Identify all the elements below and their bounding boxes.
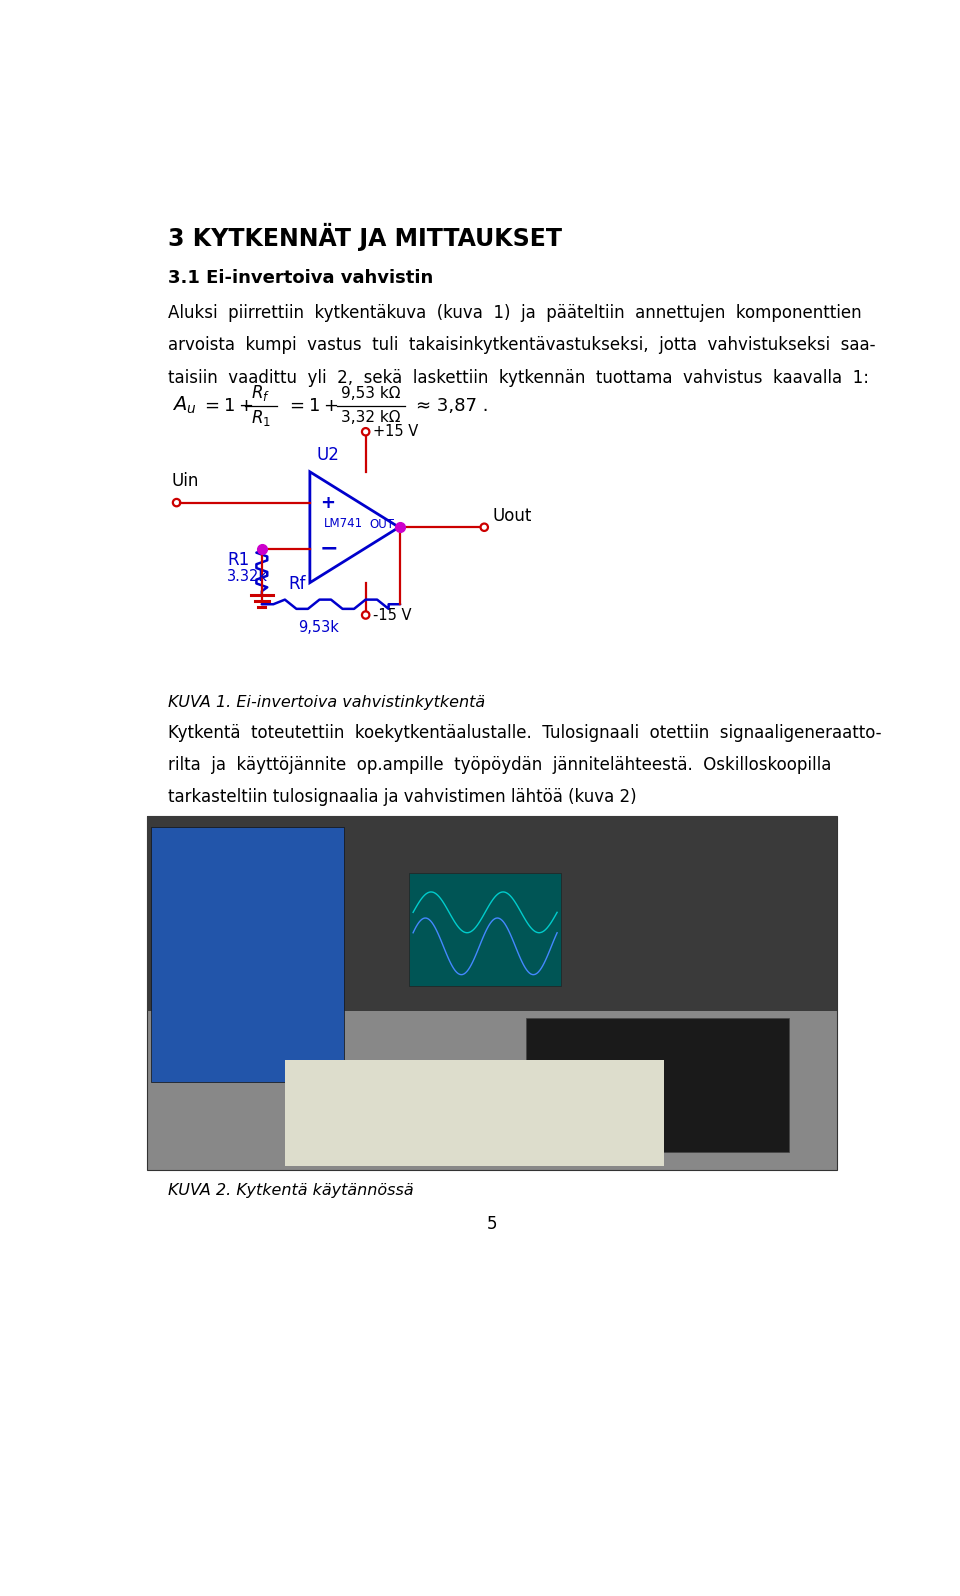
Text: Rf: Rf	[288, 576, 306, 594]
Text: Uin: Uin	[172, 472, 200, 490]
Text: $A_u$: $A_u$	[172, 394, 197, 417]
FancyBboxPatch shape	[409, 873, 561, 986]
Text: 9,53k: 9,53k	[299, 619, 339, 635]
Text: $= 1 +$: $= 1 +$	[202, 396, 253, 415]
Text: Aluksi  piirrettiin  kytkentäkuva  (kuva  1)  ja  pääteltiin  annettujen  kompon: Aluksi piirrettiin kytkentäkuva (kuva 1)…	[168, 303, 862, 322]
Text: KUVA 2. Kytkentä käytännössä: KUVA 2. Kytkentä käytännössä	[168, 1183, 414, 1199]
FancyBboxPatch shape	[147, 816, 837, 1010]
Text: $R_1$: $R_1$	[252, 409, 271, 428]
Text: +: +	[320, 493, 335, 512]
Text: 9,53 kΩ: 9,53 kΩ	[342, 386, 401, 401]
Text: arvoista  kumpi  vastus  tuli  takaisinkytkentävastukseksi,  jotta  vahvistuksek: arvoista kumpi vastus tuli takaisinkytke…	[168, 337, 876, 354]
Text: $R_f$: $R_f$	[252, 383, 271, 404]
Text: 3.1 Ei-invertoiva vahvistin: 3.1 Ei-invertoiva vahvistin	[168, 270, 433, 287]
Text: −: −	[320, 539, 339, 559]
Text: Kytkentä  toteutettiin  koekytkentäalustalle.  Tulosignaali  otettiin  signaalig: Kytkentä toteutettiin koekytkentäalustal…	[168, 723, 881, 742]
Text: Uout: Uout	[492, 508, 532, 525]
Text: ≈ 3,87 .: ≈ 3,87 .	[416, 396, 489, 415]
Text: 5: 5	[487, 1215, 497, 1234]
FancyBboxPatch shape	[526, 1018, 788, 1152]
FancyBboxPatch shape	[151, 827, 344, 1082]
Text: R1: R1	[227, 551, 250, 568]
Text: rilta  ja  käyttöjännite  op.ampille  työpöydän  jännitelähteestä.  Oskilloskoop: rilta ja käyttöjännite op.ampille työpöy…	[168, 757, 831, 774]
Text: -15 V: -15 V	[373, 608, 412, 622]
Text: $= 1 +$: $= 1 +$	[286, 396, 338, 415]
Text: tarkasteltiin tulosignaalia ja vahvistimen lähtöä (kuva 2): tarkasteltiin tulosignaalia ja vahvistim…	[168, 788, 636, 806]
Text: +15 V: +15 V	[373, 425, 419, 439]
Text: OUT: OUT	[370, 519, 395, 531]
Text: 3,32 kΩ: 3,32 kΩ	[342, 410, 401, 426]
Text: 3.32k: 3.32k	[227, 570, 268, 584]
Text: taisiin  vaadittu  yli  2,  sekä  laskettiin  kytkennän  tuottama  vahvistus  ka: taisiin vaadittu yli 2, sekä laskettiin …	[168, 369, 869, 386]
FancyBboxPatch shape	[147, 816, 837, 1170]
FancyBboxPatch shape	[285, 1060, 664, 1167]
Text: 3 KYTKENNÄT JA MITTAUKSET: 3 KYTKENNÄT JA MITTAUKSET	[168, 223, 562, 251]
Text: U2: U2	[316, 447, 339, 464]
Text: LM741: LM741	[324, 517, 363, 530]
Text: KUVA 1. Ei-invertoiva vahvistinkytkentä: KUVA 1. Ei-invertoiva vahvistinkytkentä	[168, 696, 485, 710]
